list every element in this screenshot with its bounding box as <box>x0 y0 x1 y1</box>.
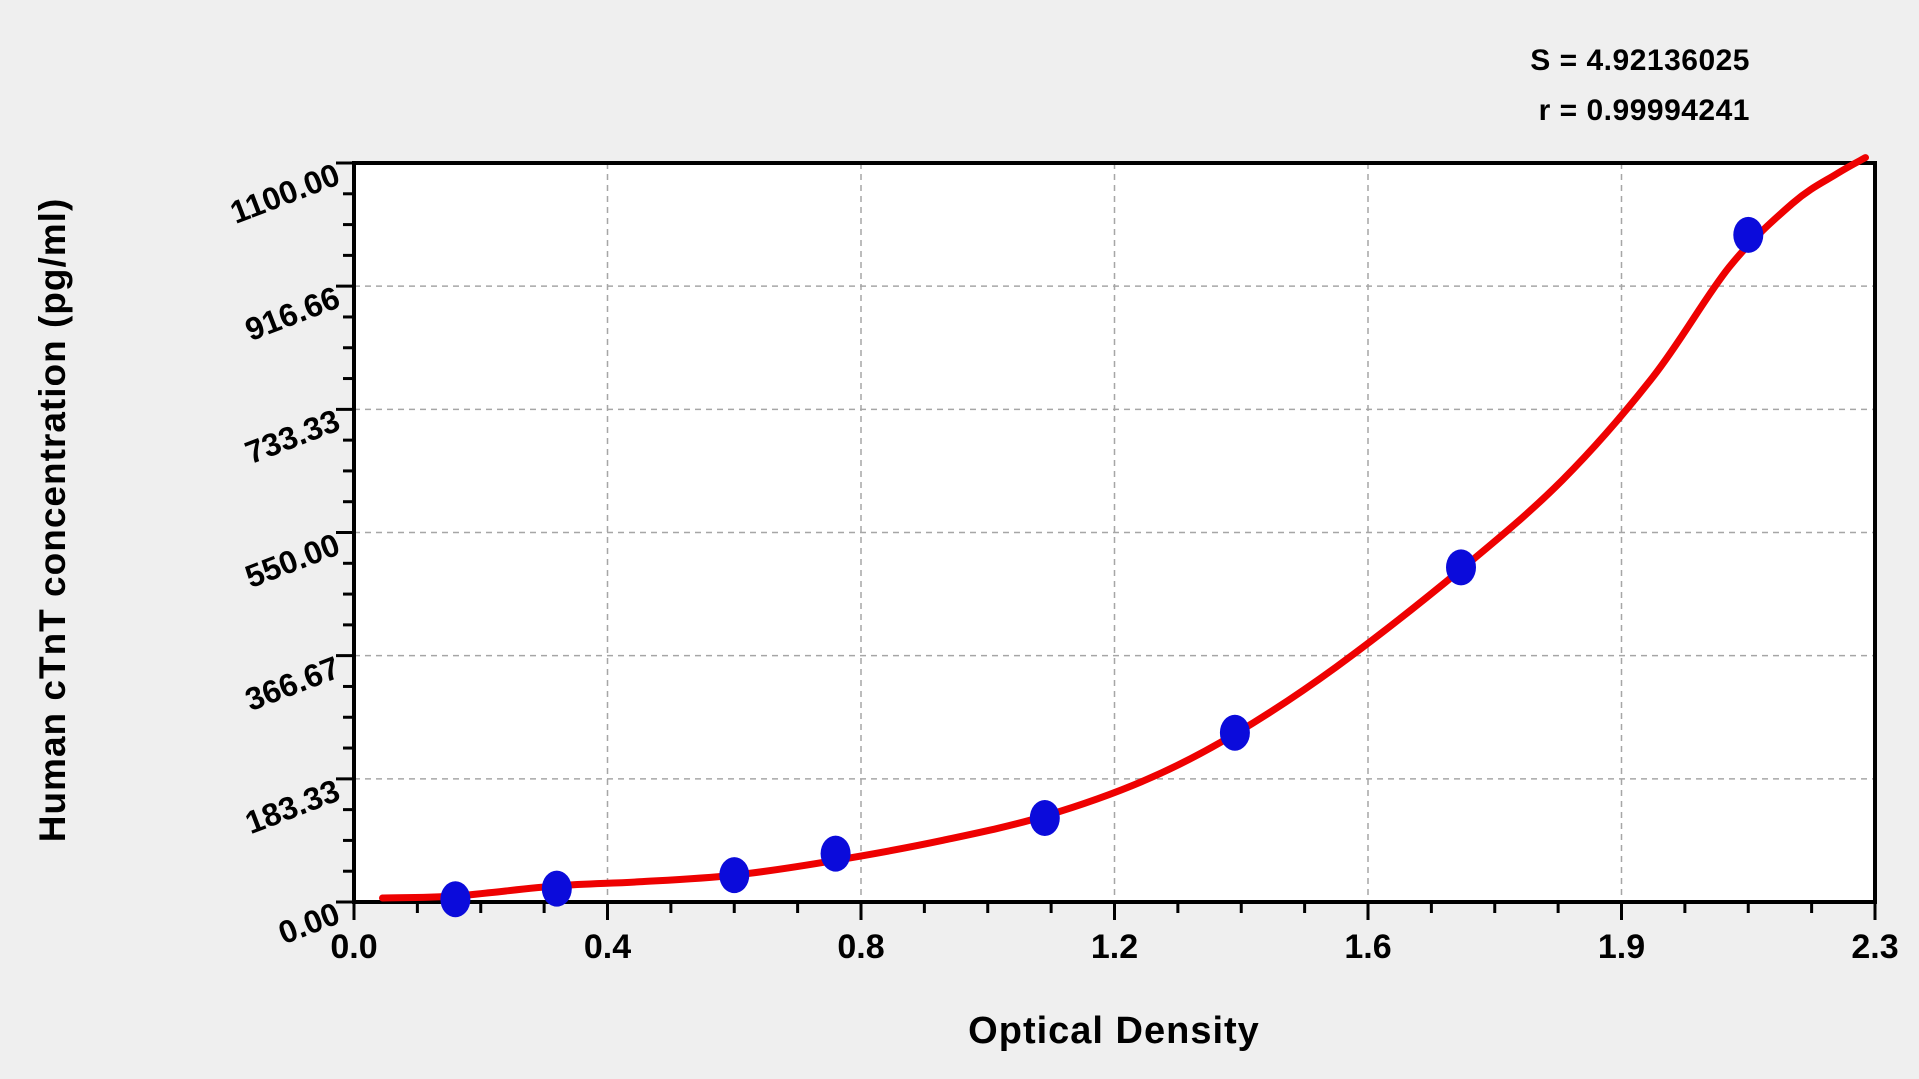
y-axis-title: Human cTnT concentration (pg/ml) <box>32 197 73 843</box>
stat-r-value: r = 0.99994241 <box>1538 94 1750 127</box>
x-tick-label: 2.3 <box>1851 928 1899 966</box>
data-point <box>1733 216 1764 253</box>
x-tick-label: 1.9 <box>1597 928 1646 966</box>
data-point <box>1446 549 1476 586</box>
data-point <box>820 835 851 872</box>
x-tick-label: 1.2 <box>1090 928 1139 966</box>
data-point <box>1029 800 1060 836</box>
x-axis-title: Optical Density <box>968 1010 1260 1052</box>
data-point <box>1219 714 1250 751</box>
data-point <box>541 870 572 907</box>
x-tick-label: 1.6 <box>1344 928 1392 966</box>
fit-statistics: S = 4.92136025 r = 0.99994241 <box>0 36 1750 136</box>
data-point <box>719 857 750 894</box>
x-tick-label: 0.0 <box>330 928 378 966</box>
x-tick-label: 0.8 <box>837 928 885 966</box>
x-tick-label: 0.4 <box>583 928 632 966</box>
fit-curve <box>379 154 1869 902</box>
data-point <box>440 881 471 918</box>
stat-s-value: S = 4.92136025 <box>1530 44 1750 77</box>
